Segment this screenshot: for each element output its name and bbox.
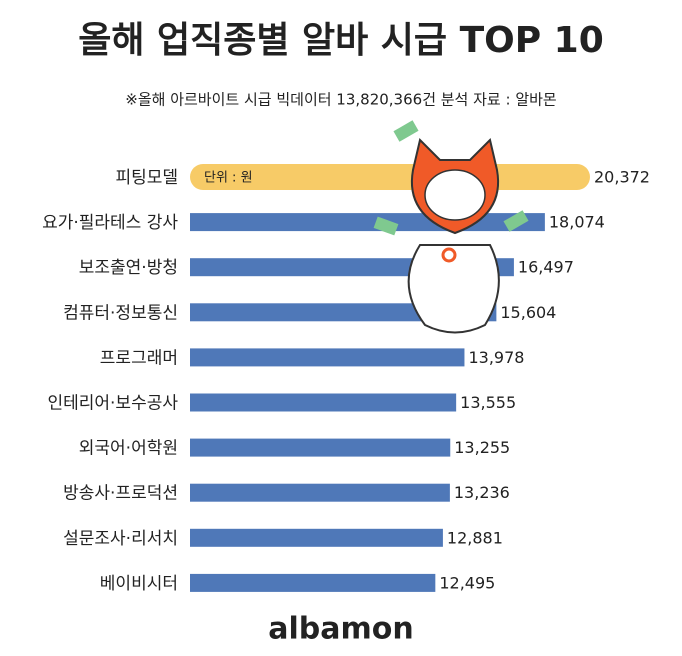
brand-logo: albamon <box>268 612 413 647</box>
money <box>503 210 529 232</box>
bar <box>190 528 443 547</box>
character-body <box>407 244 500 334</box>
money <box>373 216 399 236</box>
category-label: 컴퓨터·정보통신 <box>63 303 178 323</box>
value-label: 18,074 <box>549 213 605 232</box>
character <box>373 120 529 334</box>
value-label: 13,555 <box>460 393 516 412</box>
bars: 피팅모델 20,372 단위 : 원요가·필라테스 강사 18,074 보조출연·방청 1… <box>42 164 650 594</box>
category-label: 요가·필라테스 강사 <box>42 213 178 233</box>
value-label: 12,881 <box>447 528 503 547</box>
value-label: 12,495 <box>439 573 495 592</box>
value-label: 13,255 <box>454 438 510 457</box>
category-label: 설문조사·리서치 <box>63 529 178 549</box>
bar <box>190 573 436 592</box>
category-label: 프로그래머 <box>100 348 178 368</box>
bar <box>190 483 450 502</box>
category-label: 베이비시터 <box>100 574 178 594</box>
category-label: 보조출연·방청 <box>79 258 178 278</box>
bar <box>190 393 457 412</box>
value-label: 15,604 <box>500 303 556 322</box>
category-label: 인테리어·보수공사 <box>47 394 178 414</box>
category-label: 피팅모델 <box>115 168 178 188</box>
bar <box>190 438 451 457</box>
category-label: 방송사·프로덕션 <box>63 484 178 504</box>
value-label: 16,497 <box>518 258 574 277</box>
category-label: 외국어·어학원 <box>79 439 178 459</box>
money <box>393 120 419 142</box>
bar <box>190 213 545 232</box>
bar <box>190 348 465 367</box>
chart-title: 올해 업직종별 알바 시급 TOP 10 <box>78 20 604 61</box>
character-logo <box>441 247 457 263</box>
value-label: 13,978 <box>468 348 524 367</box>
value-label: 13,236 <box>454 483 510 502</box>
value-label: 20,372 <box>594 168 650 187</box>
character-face <box>424 169 486 221</box>
subtitle: ※올해 아르바이트 시급 빅데이터 13,820,366건 분석 자료 : 알바… <box>125 91 556 109</box>
unit-note: 단위 : 원 <box>204 171 253 186</box>
